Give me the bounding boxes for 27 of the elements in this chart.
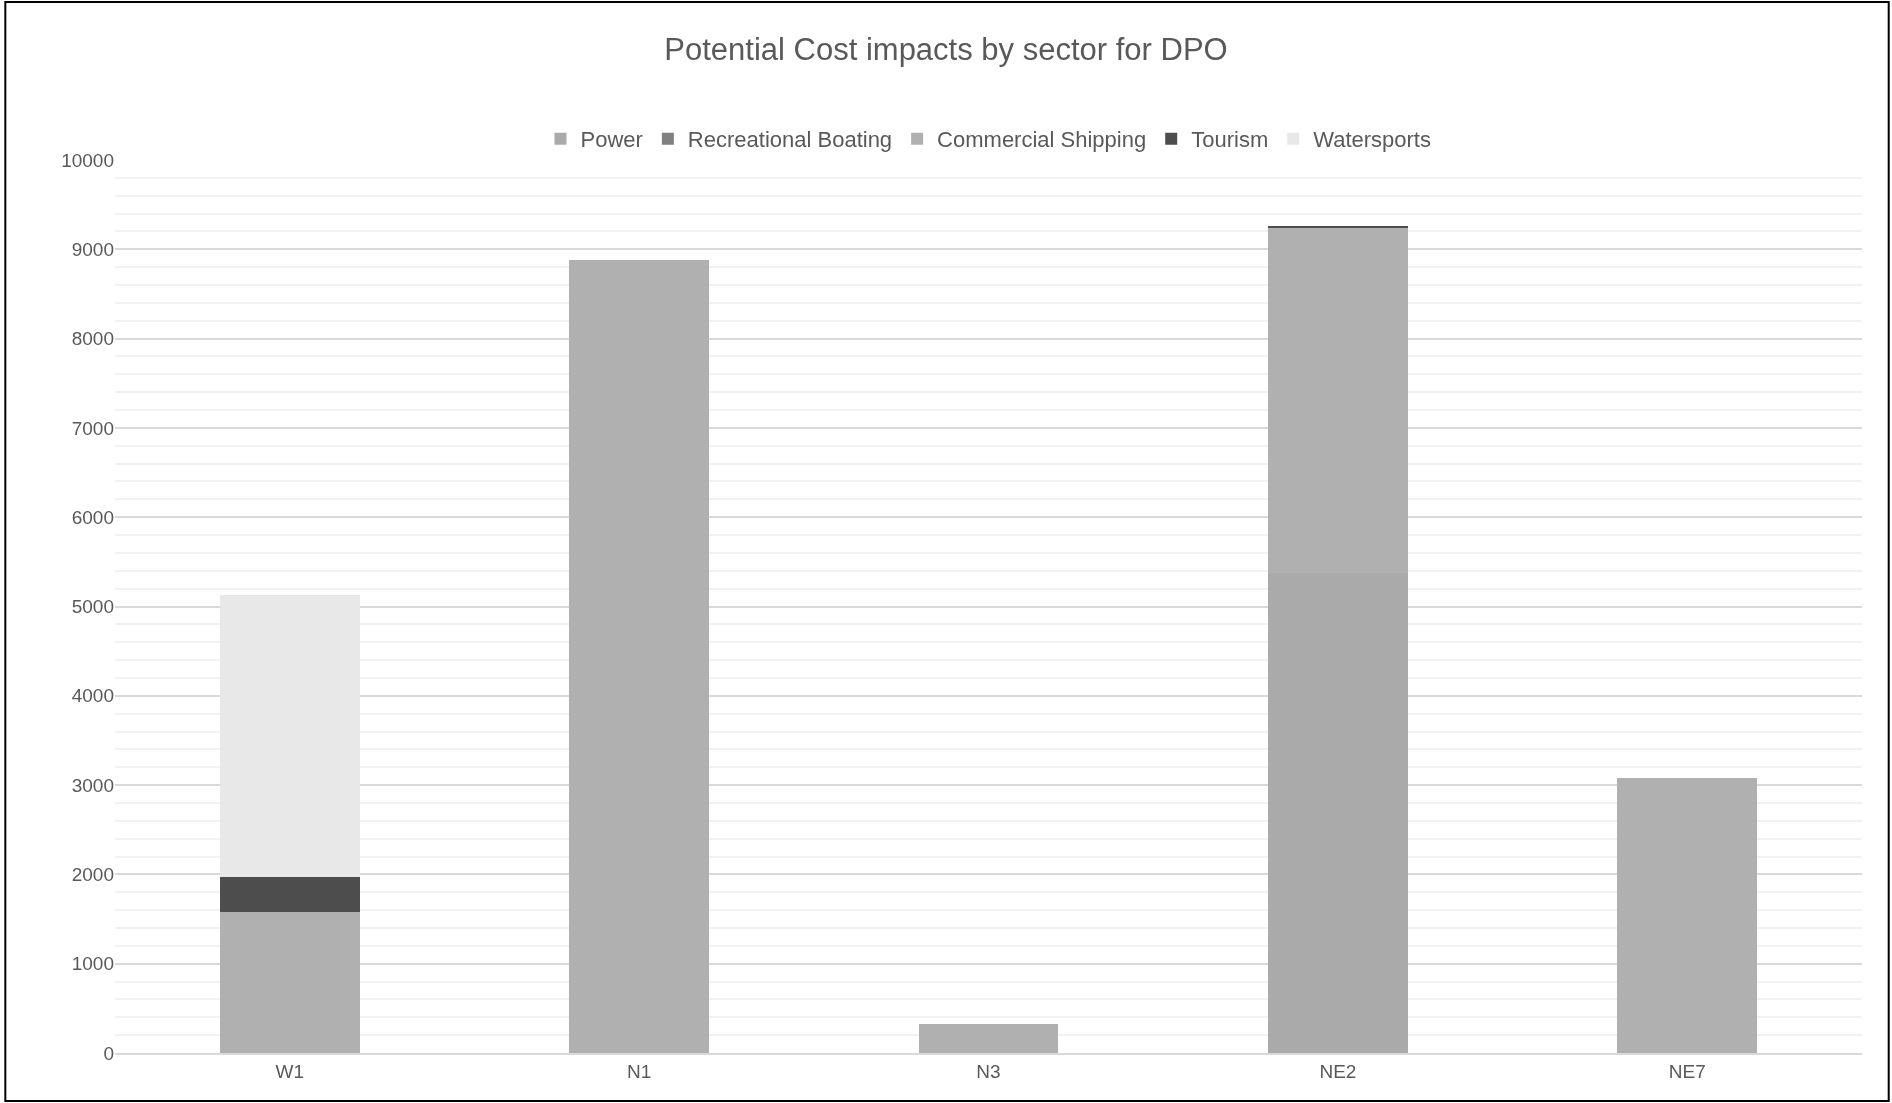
- bar: [219, 877, 360, 912]
- legend-label: Commercial Shipping: [937, 127, 1147, 153]
- x-tick-label: N1: [626, 1060, 652, 1082]
- bar: [569, 260, 709, 1053]
- x-tick-label: N3: [976, 1060, 1001, 1082]
- x-tick-label: W1: [275, 1060, 304, 1082]
- bar: [219, 911, 360, 1053]
- bar: [918, 1024, 1059, 1053]
- bar: [1617, 777, 1758, 1053]
- y-tick-label: 2000: [71, 864, 114, 886]
- y-tick-label: 10000: [61, 149, 114, 171]
- y-tick-label: 6000: [71, 506, 114, 528]
- x-tick-label: NE7: [1668, 1060, 1706, 1082]
- y-tick-label: 8000: [71, 328, 114, 350]
- y-tick-label: 9000: [71, 238, 114, 260]
- legend-label: Tourism: [1191, 127, 1269, 153]
- legend-label: Recreational Boating: [687, 127, 893, 153]
- y-tick-label: 5000: [71, 596, 114, 618]
- legend-label: Power: [580, 127, 643, 153]
- x-tick-label: NE2: [1319, 1060, 1357, 1082]
- y-tick-label: 3000: [71, 774, 114, 796]
- y-tick-label: 7000: [71, 417, 114, 439]
- chart-title: Potential Cost impacts by sector for DPO: [664, 32, 1228, 68]
- y-tick-label: 4000: [71, 685, 114, 707]
- legend-label: Watersports: [1313, 127, 1431, 153]
- y-tick-label: 1000: [71, 953, 114, 975]
- y-tick-label: 0: [103, 1042, 114, 1064]
